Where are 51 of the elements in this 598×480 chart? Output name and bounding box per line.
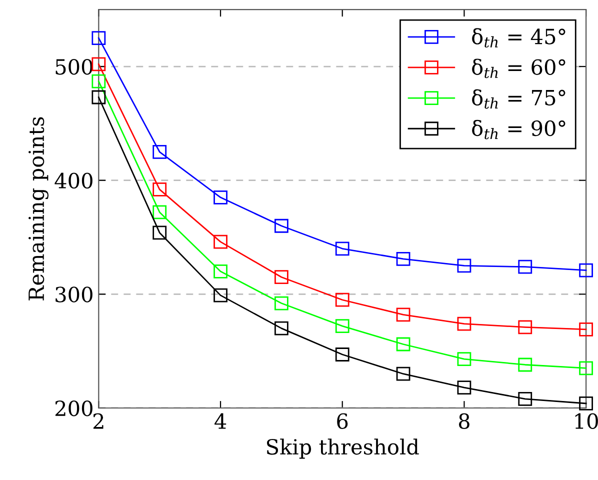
point xyxy=(518,358,532,372)
point xyxy=(396,308,410,322)
point xyxy=(396,366,410,381)
point xyxy=(274,270,288,284)
point xyxy=(457,352,472,366)
y-axis-title: Remaining points xyxy=(28,117,48,300)
point xyxy=(214,288,228,302)
y-tick-label: 500 xyxy=(56,58,92,75)
point xyxy=(518,392,532,406)
point xyxy=(457,258,472,273)
x-tick-label: 2 xyxy=(93,413,104,429)
point xyxy=(457,316,472,331)
x-tick-label: 6 xyxy=(337,413,348,429)
point xyxy=(579,322,593,336)
legend-label: δ$_{th}$ = 45° xyxy=(472,28,566,48)
point xyxy=(335,348,350,362)
point xyxy=(152,205,167,220)
point xyxy=(274,218,288,233)
point xyxy=(579,263,593,278)
point xyxy=(457,380,472,394)
x-tick-label: 8 xyxy=(458,413,470,429)
point xyxy=(518,260,532,274)
point xyxy=(335,242,350,256)
point xyxy=(274,296,288,310)
y-tick-label: 300 xyxy=(56,286,92,302)
y-tick-label: 400 xyxy=(54,172,92,189)
point xyxy=(579,396,593,410)
point xyxy=(92,57,106,72)
point xyxy=(214,234,228,249)
point xyxy=(518,320,532,334)
legend-label: δ$_{th}$ = 60° xyxy=(472,58,566,78)
point xyxy=(274,321,288,336)
point xyxy=(335,292,350,307)
legend-label: δ$_{th}$ = 90° xyxy=(472,120,566,140)
x-axis-title: Skip threshold xyxy=(266,438,419,459)
point xyxy=(92,74,106,88)
point xyxy=(335,319,350,333)
point xyxy=(396,337,410,352)
point xyxy=(152,144,167,159)
x-tick-label: 10 xyxy=(575,413,598,429)
legend-label: δ$_{th}$ = 75° xyxy=(472,89,566,109)
point xyxy=(152,226,167,240)
point xyxy=(92,90,106,104)
point xyxy=(152,182,167,196)
x-tick-label: 4 xyxy=(214,413,226,429)
y-tick-label: 200 xyxy=(55,400,92,416)
point xyxy=(214,264,228,278)
point xyxy=(214,190,228,204)
point xyxy=(396,252,410,266)
point xyxy=(92,31,106,45)
point xyxy=(579,361,593,376)
